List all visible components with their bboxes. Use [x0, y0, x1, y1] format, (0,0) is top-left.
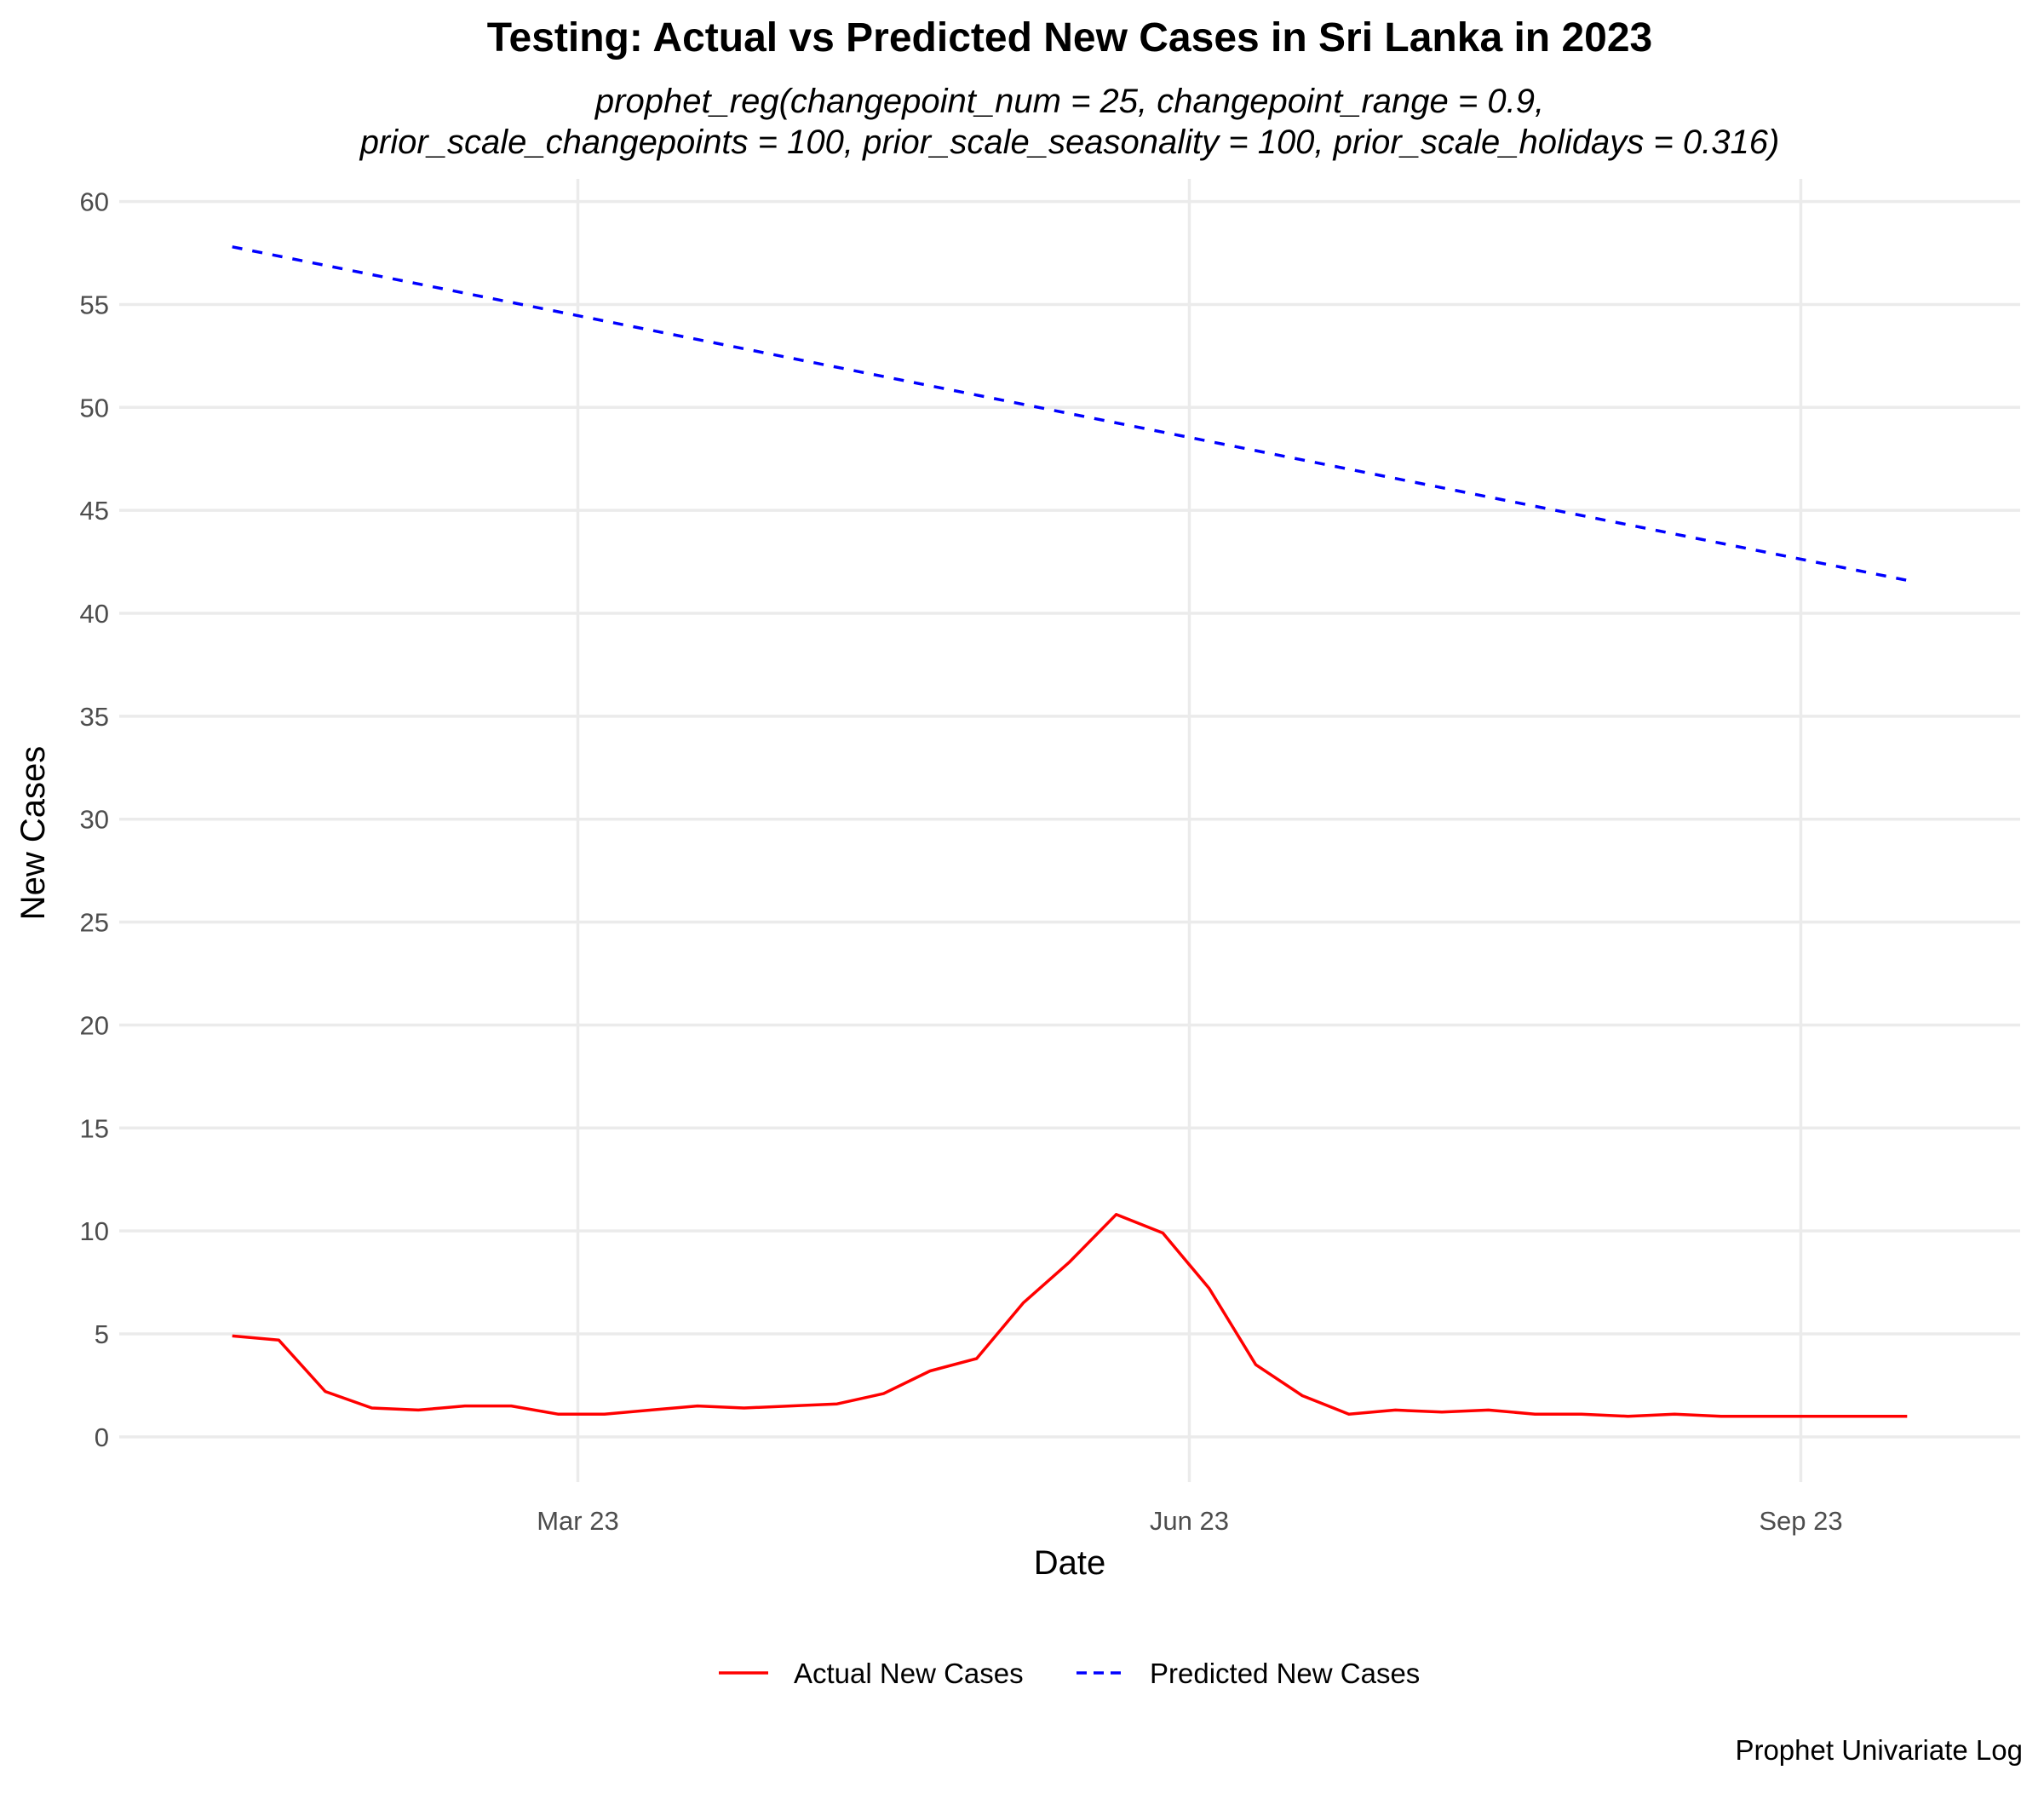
x-axis-ticks: Mar 23 Jun 23 Sep 23	[537, 1506, 1842, 1536]
legend-label: Actual New Cases	[794, 1658, 1024, 1689]
legend: Actual New Cases Predicted New Cases	[719, 1658, 1420, 1689]
x-tick-label: Mar 23	[537, 1506, 618, 1536]
series-lines	[232, 245, 1908, 1418]
y-tick-label: 20	[80, 1010, 109, 1040]
chart-subtitle-line-1: prophet_reg(changepoint_num = 25, change…	[594, 83, 1544, 120]
y-tick-label: 35	[80, 702, 109, 732]
x-tick-label: Jun 23	[1150, 1506, 1229, 1536]
y-tick-label: 55	[80, 290, 109, 319]
y-tick-label: 15	[80, 1113, 109, 1143]
series-line-predicted-new-cases	[232, 245, 1908, 583]
chart-subtitle-line-2: prior_scale_changepoints = 100, prior_sc…	[359, 124, 1780, 161]
y-axis-title: New Cases	[14, 746, 52, 921]
x-tick-label: Sep 23	[1759, 1506, 1842, 1536]
y-tick-label: 50	[80, 393, 109, 422]
chart-title: Testing: Actual vs Predicted New Cases i…	[487, 15, 1653, 60]
y-tick-label: 60	[80, 187, 109, 217]
chart-caption: Prophet Univariate Log	[1735, 1734, 2023, 1766]
y-tick-label: 25	[80, 908, 109, 938]
x-axis-title: Date	[1034, 1544, 1106, 1582]
y-tick-label: 5	[95, 1319, 109, 1349]
y-tick-label: 45	[80, 496, 109, 526]
y-tick-label: 10	[80, 1216, 109, 1246]
grid-lines	[119, 179, 2020, 1482]
legend-label: Predicted New Cases	[1150, 1658, 1420, 1689]
y-tick-label: 40	[80, 599, 109, 629]
series-line-actual-new-cases	[232, 1213, 1908, 1418]
y-axis-ticks: 0 5 10 15 20 25 30 35 40 45 50 55 60	[80, 187, 109, 1452]
y-tick-label: 0	[95, 1422, 109, 1452]
y-tick-label: 30	[80, 805, 109, 835]
